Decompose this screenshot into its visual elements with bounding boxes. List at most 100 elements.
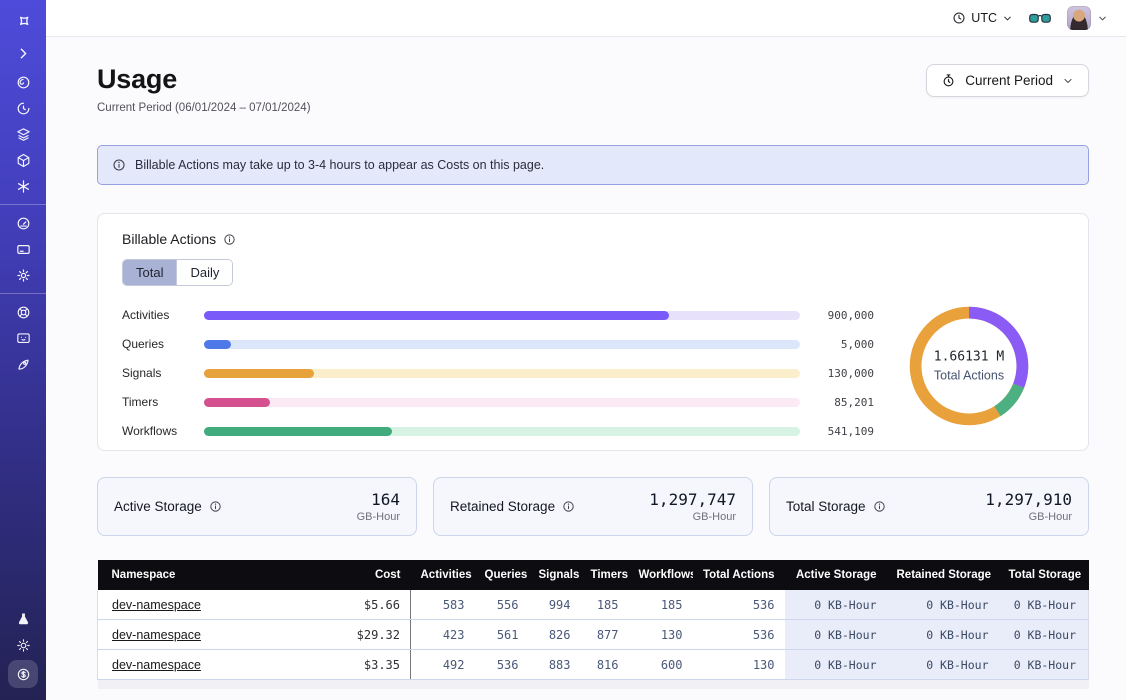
- sidebar-group-help: [0, 293, 46, 382]
- chevron-down-icon: [1097, 13, 1108, 24]
- info-banner-text: Billable Actions may take up to 3-4 hour…: [135, 158, 544, 172]
- lifebuoy-icon[interactable]: [9, 301, 37, 323]
- card-icon[interactable]: [9, 238, 37, 260]
- cell-workflows: 130: [629, 620, 693, 650]
- col-activities: Activities: [411, 560, 475, 590]
- page-subtitle: Current Period (06/01/2024 – 07/01/2024): [97, 102, 311, 114]
- history-clock-icon[interactable]: [9, 97, 37, 119]
- cell-total-actions: 536: [693, 590, 785, 620]
- info-icon[interactable]: [209, 500, 222, 513]
- main-area: UTC Usage Current Period (06/01/2024 – 0…: [46, 0, 1126, 700]
- cell-signals: 994: [529, 590, 581, 620]
- cell-active-storage: 0 KB-Hour: [785, 590, 887, 620]
- usage-bar-row: Timers 85,201: [122, 395, 874, 409]
- usage-bar-track: [204, 427, 800, 436]
- cell-timers: 816: [581, 650, 629, 680]
- billable-actions-card: Billable Actions Total Daily Activities …: [97, 213, 1089, 451]
- namespace-link[interactable]: dev-namespace: [112, 628, 201, 642]
- tab-total[interactable]: Total: [123, 260, 176, 285]
- cell-cost: $29.32: [339, 620, 411, 650]
- retained-storage-card: Retained Storage 1,297,747 GB-Hour: [433, 477, 753, 536]
- total-storage-unit: GB-Hour: [985, 511, 1072, 523]
- retained-storage-unit: GB-Hour: [649, 511, 736, 523]
- asterisk-icon[interactable]: [9, 175, 37, 197]
- period-select-button[interactable]: Current Period: [926, 64, 1089, 97]
- timezone-label: UTC: [971, 11, 997, 25]
- donut-total-label: Total Actions: [914, 369, 1024, 383]
- cell-total-actions: 130: [693, 650, 785, 680]
- sidebar-group-nav: [0, 64, 46, 204]
- topbar: UTC: [46, 0, 1126, 37]
- cell-workflows: 185: [629, 590, 693, 620]
- usage-bar-row: Queries 5,000: [122, 337, 874, 351]
- namespace-link[interactable]: dev-namespace: [112, 658, 201, 672]
- info-icon[interactable]: [873, 500, 886, 513]
- col-retained-storage: Retained Storage: [887, 560, 999, 590]
- usage-bar-row: Signals 130,000: [122, 366, 874, 380]
- usage-bar-row: Workflows 541,109: [122, 424, 874, 438]
- bar-label: Signals: [122, 366, 192, 380]
- timezone-selector[interactable]: UTC: [952, 11, 1013, 25]
- avatar: [1067, 6, 1091, 30]
- col-active-storage: Active Storage: [785, 560, 887, 590]
- bar-value: 130,000: [812, 367, 874, 380]
- chevron-right-icon[interactable]: [9, 42, 37, 64]
- period-select-label: Current Period: [965, 73, 1053, 88]
- gear-icon[interactable]: [9, 264, 37, 286]
- cell-cost: $5.66: [339, 590, 411, 620]
- spiral-icon[interactable]: [9, 71, 37, 93]
- temporal-logo-icon[interactable]: [9, 8, 37, 36]
- retained-storage-label: Retained Storage: [450, 499, 555, 514]
- total-actions-donut: 1.66131 M Total Actions: [874, 303, 1064, 429]
- rocket-icon[interactable]: [9, 353, 37, 375]
- namespace-usage-table: Namespace Cost Activities Queries Signal…: [97, 560, 1089, 689]
- flask-icon[interactable]: [9, 608, 37, 630]
- sun-icon[interactable]: [9, 634, 37, 656]
- bar-value: 85,201: [812, 396, 874, 409]
- info-icon[interactable]: [223, 233, 236, 246]
- usage-bar-fill: [204, 369, 314, 378]
- clock-icon: [952, 11, 966, 25]
- monitor-icon[interactable]: [9, 327, 37, 349]
- cell-total-storage: 0 KB-Hour: [999, 590, 1089, 620]
- cell-timers: 185: [581, 590, 629, 620]
- usage-bar-track: [204, 311, 800, 320]
- cell-activities: 583: [411, 590, 475, 620]
- dollar-coin-icon[interactable]: [8, 660, 38, 688]
- cell-workflows: 600: [629, 650, 693, 680]
- account-menu[interactable]: [1067, 6, 1108, 30]
- active-storage-value: 164: [357, 490, 400, 509]
- stopwatch-icon: [941, 73, 956, 88]
- table-row: dev-namespace $5.66 583 556 994 185 185 …: [98, 590, 1089, 620]
- retained-storage-value: 1,297,747: [649, 490, 736, 509]
- bar-label: Queries: [122, 337, 192, 351]
- info-icon[interactable]: [562, 500, 575, 513]
- namespace-link[interactable]: dev-namespace: [112, 598, 201, 612]
- info-banner: Billable Actions may take up to 3-4 hour…: [97, 145, 1089, 185]
- cell-signals: 883: [529, 650, 581, 680]
- bar-label: Timers: [122, 395, 192, 409]
- active-storage-card: Active Storage 164 GB-Hour: [97, 477, 417, 536]
- chevron-down-icon: [1002, 13, 1013, 24]
- usage-bar-row: Activities 900,000: [122, 308, 874, 322]
- table-row: dev-namespace $3.35 492 536 883 816 600 …: [98, 650, 1089, 680]
- cube-icon[interactable]: [9, 149, 37, 171]
- cell-timers: 877: [581, 620, 629, 650]
- cell-retained-storage: 0 KB-Hour: [887, 590, 999, 620]
- cell-queries: 556: [475, 590, 529, 620]
- tab-daily[interactable]: Daily: [176, 260, 232, 285]
- cell-total-storage: 0 KB-Hour: [999, 650, 1089, 680]
- col-total-actions: Total Actions: [693, 560, 785, 590]
- usage-bar-track: [204, 369, 800, 378]
- gauge-icon[interactable]: [9, 212, 37, 234]
- cell-activities: 492: [411, 650, 475, 680]
- glasses-icon[interactable]: [1029, 12, 1051, 25]
- cell-activities: 423: [411, 620, 475, 650]
- billable-bar-chart: Activities 900,000 Queries 5,000 Signals…: [122, 303, 874, 438]
- bar-value: 5,000: [812, 338, 874, 351]
- usage-bar-fill: [204, 427, 392, 436]
- bar-value: 541,109: [812, 425, 874, 438]
- active-storage-unit: GB-Hour: [357, 511, 400, 523]
- layers-icon[interactable]: [9, 123, 37, 145]
- sidebar: [0, 0, 46, 700]
